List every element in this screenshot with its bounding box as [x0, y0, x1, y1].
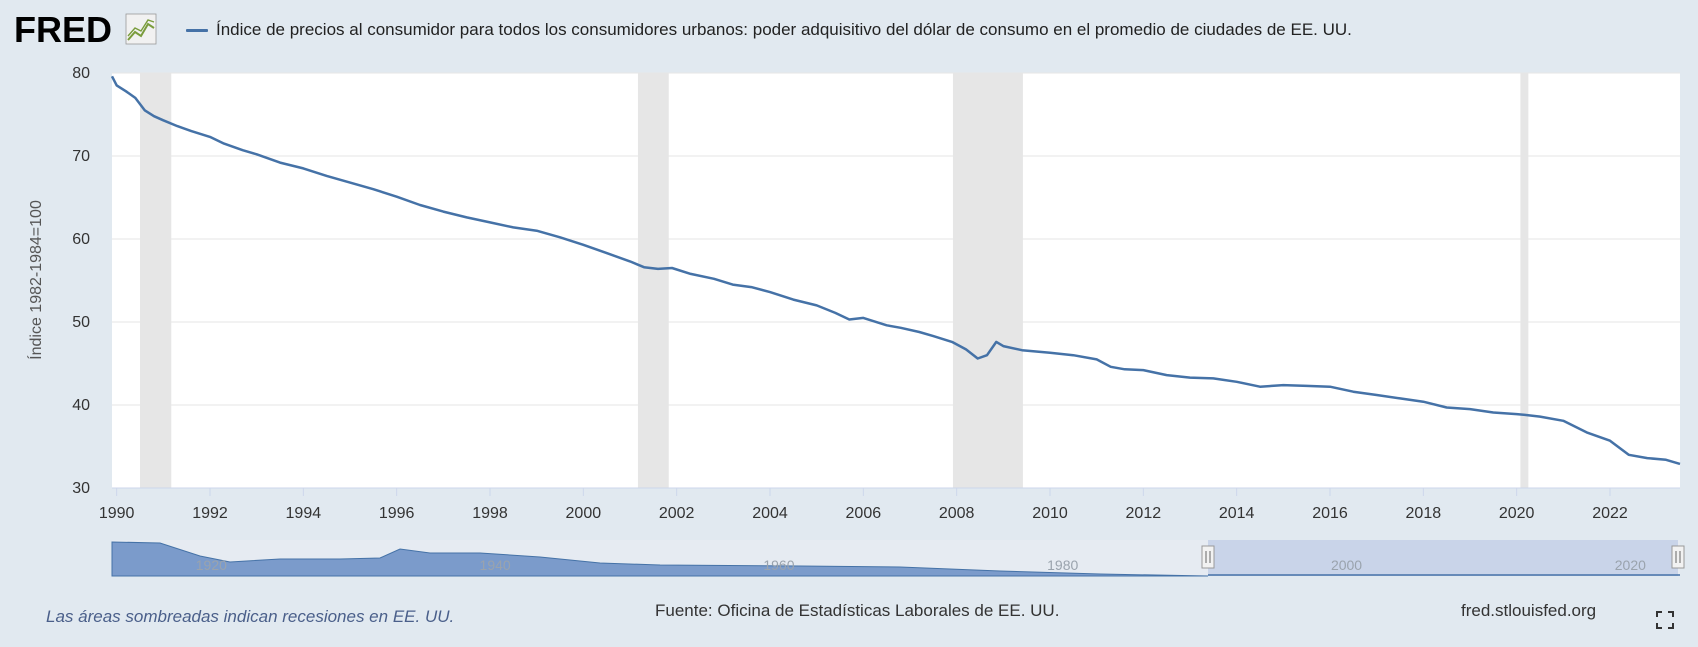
navigator-ticks: 1920 1940 1960 1980 2000 2020 [196, 557, 1646, 573]
x-tick-label: 2010 [1032, 505, 1068, 522]
series-line [110, 75, 1681, 466]
navigator-tick-label: 1960 [763, 557, 794, 573]
x-tick-label: 2000 [566, 505, 602, 522]
fred-logo: FRED [14, 10, 157, 50]
x-tick-label: 2018 [1406, 505, 1442, 522]
navigator-selection[interactable] [1208, 540, 1678, 576]
y-axis-label: Índice 1982-1984=100 [26, 200, 45, 360]
x-tick-label: 2004 [752, 505, 788, 522]
x-tick-label: 1998 [472, 505, 508, 522]
navigator-tick-label: 1920 [196, 557, 227, 573]
legend-swatch [186, 28, 208, 32]
navigator-left-handle[interactable] [1201, 545, 1215, 569]
recession-bands [140, 73, 1529, 488]
recession-note: Las áreas sombreadas indican recesiones … [46, 607, 455, 626]
line-graph-icon [125, 13, 157, 45]
y-tick-label: 50 [72, 314, 90, 331]
y-tick-label: 70 [72, 148, 90, 165]
plot-background [112, 73, 1680, 488]
x-tick-label: 2006 [846, 505, 882, 522]
x-tick-label: 2008 [939, 505, 975, 522]
y-tick-label: 30 [72, 480, 90, 497]
navigator-tick-label: 2020 [1615, 557, 1646, 573]
navigator-right-handle[interactable] [1671, 545, 1685, 569]
x-tick-label: 2020 [1499, 505, 1535, 522]
navigator-tick-label: 1940 [480, 557, 511, 573]
legend-series-label: Índice de precios al consumidor para tod… [216, 20, 1352, 39]
x-tick-label: 1994 [286, 505, 322, 522]
x-tick-label: 2012 [1126, 505, 1162, 522]
navigator-tick-label: 1980 [1047, 557, 1078, 573]
y-tick-label: 40 [72, 397, 90, 414]
y-tick-label: 60 [72, 231, 90, 248]
navigator-tick-label: 2000 [1331, 557, 1362, 573]
y-tick-label: 80 [72, 65, 90, 82]
x-tick-label: 1996 [379, 505, 415, 522]
site-link[interactable]: fred.stlouisfed.org [1461, 601, 1597, 620]
expand-icon[interactable] [1656, 611, 1674, 629]
y-axis: 30 40 50 60 70 80 [72, 65, 90, 497]
recession-band-2 [952, 73, 1023, 488]
chart-legend: Índice de precios al consumidor para tod… [186, 18, 1352, 42]
recession-band-3 [1520, 73, 1529, 488]
source-note: Fuente: Oficina de Estadísticas Laborale… [655, 601, 1060, 620]
x-tick-label: 2016 [1312, 505, 1348, 522]
x-tick-label: 1990 [99, 505, 135, 522]
chart: 1990 1992 1994 1996 1998 2000 2002 2004 2006 2008… [26, 65, 1685, 577]
navigator[interactable]: 1920 1940 1960 1980 2000 2020 [111, 540, 1685, 577]
x-tick-label: 1992 [192, 505, 228, 522]
x-axis: 1990 1992 1994 1996 1998 2000 2002 2004 2006 2008… [99, 487, 1680, 522]
x-tick-label: 2002 [659, 505, 695, 522]
fred-logo-text: FRED [14, 10, 112, 50]
x-tick-label: 2014 [1219, 505, 1255, 522]
x-tick-label: 2022 [1592, 505, 1628, 522]
navigator-area [111, 541, 1209, 577]
recession-band-1 [637, 73, 669, 488]
grid-lines [112, 72, 1680, 406]
recession-band-0 [140, 73, 172, 488]
